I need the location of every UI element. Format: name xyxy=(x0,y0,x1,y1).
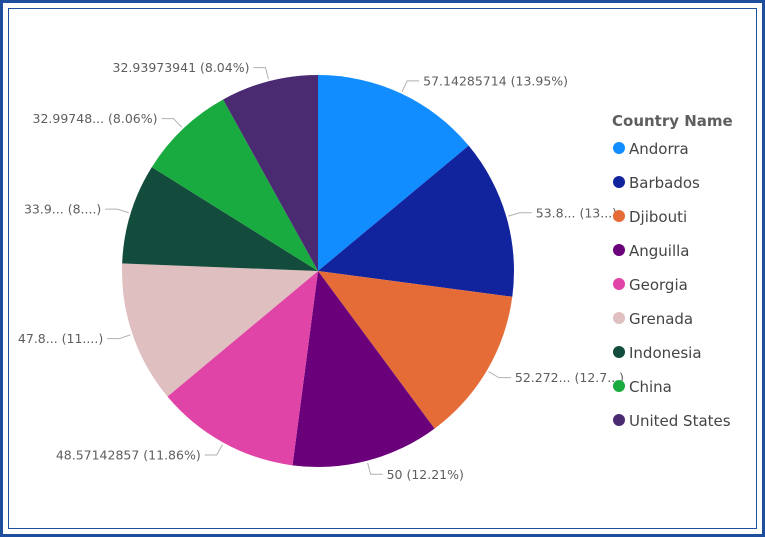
legend-item-barbados[interactable]: Barbados xyxy=(629,174,700,192)
leader-line-georgia xyxy=(204,444,223,456)
leader-line-indonesia xyxy=(105,208,129,214)
leader-line-djibouti xyxy=(488,371,511,379)
pie-slice-indonesia[interactable] xyxy=(122,167,318,271)
legend: Country Name Andorra Barbados Djibouti Angu… xyxy=(612,112,733,430)
pie-slice-grenada[interactable] xyxy=(122,263,318,397)
data-label-andorra: 57.14285714 (13.95%) xyxy=(423,73,568,88)
legend-marker-indonesia xyxy=(613,346,625,358)
legend-item-andorra[interactable]: Andorra xyxy=(629,140,689,158)
pie-slice-georgia[interactable] xyxy=(167,271,318,466)
data-label-indonesia: 33.9... (8....) xyxy=(24,202,101,217)
pie-slice-andorra[interactable] xyxy=(318,75,469,271)
pie-slice-china[interactable] xyxy=(151,99,318,271)
pie-slice-djibouti[interactable] xyxy=(318,271,513,429)
legend-item-grenada[interactable]: Grenada xyxy=(629,310,693,328)
leader-line-united-states xyxy=(253,67,269,80)
chart-inner-border xyxy=(8,8,757,529)
data-label-anguilla: 50 (12.21%) xyxy=(387,467,464,482)
legend-title: Country Name xyxy=(612,112,733,130)
data-label-china: 32.99748... (8.06%) xyxy=(33,111,158,126)
leader-line-barbados xyxy=(508,212,532,217)
leader-line-china xyxy=(161,118,183,128)
data-label-grenada: 47.8... (11....) xyxy=(18,331,103,346)
legend-item-indonesia[interactable]: Indonesia xyxy=(629,344,702,362)
legend-marker-united-states xyxy=(613,414,625,426)
legend-marker-anguilla xyxy=(613,244,625,256)
pie-slice-united-states[interactable] xyxy=(223,75,318,271)
legend-item-georgia[interactable]: Georgia xyxy=(629,276,688,294)
legend-item-anguilla[interactable]: Anguilla xyxy=(629,242,690,260)
pie-slices xyxy=(122,75,514,467)
legend-marker-andorra xyxy=(613,142,625,154)
data-label-georgia: 48.57142857 (11.86%) xyxy=(56,447,201,462)
legend-item-united-states[interactable]: United States xyxy=(629,412,731,430)
legend-marker-georgia xyxy=(613,278,625,290)
leader-line-anguilla xyxy=(367,462,383,475)
leader-line-andorra xyxy=(401,80,420,92)
data-label-djibouti: 52.272... (12.7...) xyxy=(515,370,624,385)
legend-marker-djibouti xyxy=(613,210,625,222)
pie-slice-barbados[interactable] xyxy=(318,145,514,297)
legend-marker-china xyxy=(613,380,625,392)
data-label-united-states: 32.93973941 (8.04%) xyxy=(113,60,250,75)
legend-item-china[interactable]: China xyxy=(629,378,672,396)
pie-slice-anguilla[interactable] xyxy=(292,271,435,467)
legend-marker-barbados xyxy=(613,176,625,188)
data-label-barbados: 53.8... (13...) xyxy=(536,205,617,220)
legend-item-djibouti[interactable]: Djibouti xyxy=(629,208,687,226)
label-leader-lines xyxy=(105,67,532,475)
data-labels: 57.14285714 (13.95%) 53.8... (13...) 52.27… xyxy=(18,60,624,482)
leader-line-grenada xyxy=(107,334,131,340)
legend-marker-grenada xyxy=(613,312,625,324)
